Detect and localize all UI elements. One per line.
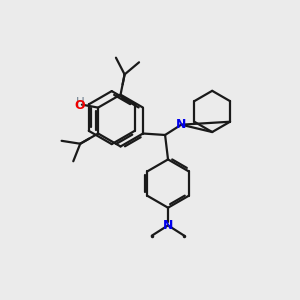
Text: H: H [76,96,84,109]
Text: N: N [176,118,187,131]
Text: N: N [163,219,173,232]
Text: O: O [74,99,85,112]
